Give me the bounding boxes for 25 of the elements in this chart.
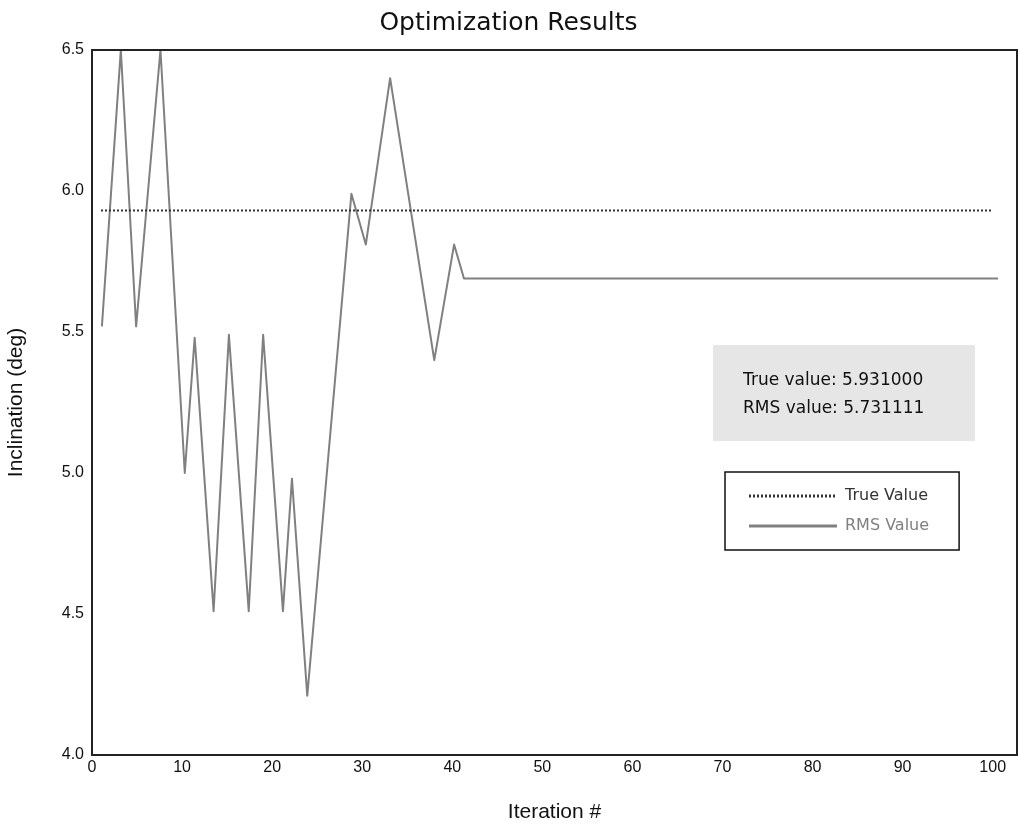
x-tick-label: 60	[623, 758, 642, 776]
x-tick-label: 0	[87, 758, 97, 776]
x-tick-label: 10	[173, 758, 192, 776]
x-axis-title: Iteration #	[507, 799, 602, 823]
x-tick-label: 30	[353, 758, 372, 776]
x-tick-label: 100	[979, 758, 1007, 776]
annotation: RMS value: 5.731111	[743, 396, 926, 419]
chart-title: Optimization Results	[379, 6, 638, 36]
x-tick-label: 70	[713, 758, 732, 776]
y-axis-title: Inclination (deg)	[3, 327, 27, 478]
x-tick-label: 80	[803, 758, 822, 776]
x-tick-label: 50	[533, 758, 552, 776]
y-tick-label: 6.0	[61, 181, 85, 199]
text: True Value	[844, 485, 929, 505]
y-tick-label: 4.5	[61, 604, 85, 622]
y-tick-label: 6.5	[61, 40, 85, 58]
y-tick-label: 5.0	[61, 463, 85, 481]
x-tick-label: 20	[263, 758, 282, 776]
y-tick-label: 4.0	[61, 745, 85, 763]
text-box: True value: 5.931000 RMS value: 5.731111	[713, 345, 975, 441]
text: RMS Value	[845, 515, 930, 535]
x-tick-label: 40	[443, 758, 462, 776]
annotation: True value: 5.931000	[743, 368, 925, 391]
x-tick-label: 90	[893, 758, 912, 776]
y-tick-label: 5.5	[61, 322, 85, 340]
